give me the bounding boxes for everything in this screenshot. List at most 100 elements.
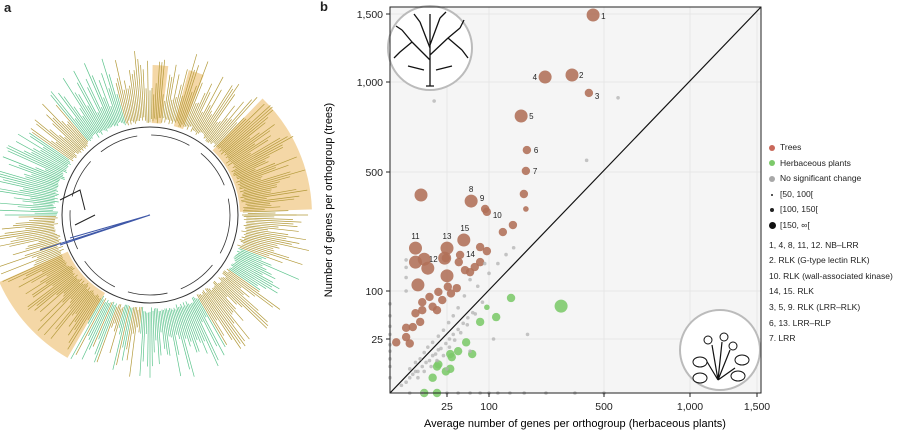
tree-point — [401, 332, 411, 342]
plant-stems — [705, 341, 736, 381]
branch — [152, 94, 155, 122]
branch — [29, 219, 56, 222]
no-change-point — [446, 320, 451, 325]
no-change-point — [462, 294, 467, 298]
branch — [33, 253, 61, 266]
herbaceous-point — [475, 317, 485, 327]
branch — [30, 128, 73, 160]
no-change-point — [404, 275, 408, 280]
herbaceous-point — [461, 338, 471, 347]
point-label: 10 — [493, 211, 502, 220]
herbaceous-point — [428, 373, 437, 382]
branch — [232, 267, 267, 289]
branch — [219, 105, 271, 152]
y-tick-label: 500 — [365, 167, 383, 179]
branch — [236, 167, 276, 183]
branch — [202, 290, 241, 344]
herbaceous-point — [468, 349, 477, 359]
branch — [237, 176, 263, 186]
branch — [84, 63, 113, 127]
branch — [71, 290, 92, 316]
branch — [114, 304, 122, 324]
branch — [74, 92, 100, 134]
branch — [226, 268, 260, 293]
branch — [225, 132, 260, 159]
branch — [186, 103, 197, 127]
branch — [40, 242, 62, 250]
x-tick-label: 25 — [441, 401, 453, 413]
no-change-point — [388, 332, 392, 337]
no-change-point — [388, 342, 392, 347]
branch — [190, 92, 211, 132]
branch — [23, 173, 59, 186]
no-change-point — [466, 315, 470, 320]
no-change-point — [388, 357, 392, 361]
tree-point — [440, 269, 454, 283]
tree-point — [446, 289, 456, 298]
branch — [245, 195, 300, 204]
inner-ring — [61, 126, 239, 304]
no-change-point — [522, 391, 527, 395]
branch — [55, 104, 89, 143]
branch — [220, 109, 274, 155]
no-change-point — [504, 252, 508, 257]
no-change-point — [468, 349, 472, 353]
plant-icon-circle — [679, 309, 761, 391]
no-change-point — [407, 367, 412, 371]
branch — [192, 302, 203, 323]
branch — [63, 96, 94, 137]
branch — [19, 189, 55, 198]
branch — [213, 287, 244, 321]
branch — [243, 184, 277, 193]
tree-point — [482, 207, 492, 217]
branch — [230, 267, 258, 287]
branch — [210, 119, 232, 145]
branch — [165, 308, 172, 338]
point-label: 6 — [534, 146, 539, 155]
branch — [101, 73, 119, 124]
branch — [58, 92, 93, 139]
branch — [213, 282, 228, 298]
branch — [92, 302, 113, 347]
panel-b-label: b — [320, 0, 328, 14]
branch — [236, 253, 263, 267]
small-dot-icon — [771, 193, 773, 196]
branch — [108, 74, 124, 124]
branch — [142, 311, 146, 362]
tree-point — [452, 283, 461, 293]
branch — [40, 149, 69, 167]
tree-point — [438, 295, 447, 305]
branch — [245, 226, 268, 231]
branch — [245, 222, 298, 227]
branch — [31, 245, 64, 258]
branch — [112, 305, 129, 370]
branch — [246, 220, 294, 225]
branch — [0, 173, 57, 190]
branch — [8, 145, 63, 173]
branch — [193, 296, 225, 356]
branch — [232, 136, 288, 169]
branch — [30, 209, 53, 211]
branch — [32, 131, 74, 162]
branch — [9, 234, 60, 247]
branch — [175, 304, 187, 339]
branch — [37, 249, 59, 258]
branch — [87, 298, 102, 321]
root-branch — [39, 214, 151, 251]
branch — [189, 92, 206, 127]
legend-size-small: [50, 100[ — [769, 187, 893, 203]
branch — [33, 217, 58, 220]
legend-item-no-change: No significant change — [769, 171, 893, 187]
branch — [164, 76, 173, 123]
tree-point — [428, 302, 437, 311]
branch — [225, 143, 256, 164]
branch — [239, 246, 283, 264]
branch — [23, 150, 68, 173]
branch — [0, 229, 56, 240]
legend-label: [150, ∞[ — [780, 219, 810, 230]
branch — [33, 203, 54, 207]
branch — [52, 270, 73, 287]
annotation-item: 14, 15. RLK — [769, 286, 814, 297]
branch — [188, 303, 205, 342]
branch — [0, 202, 56, 208]
